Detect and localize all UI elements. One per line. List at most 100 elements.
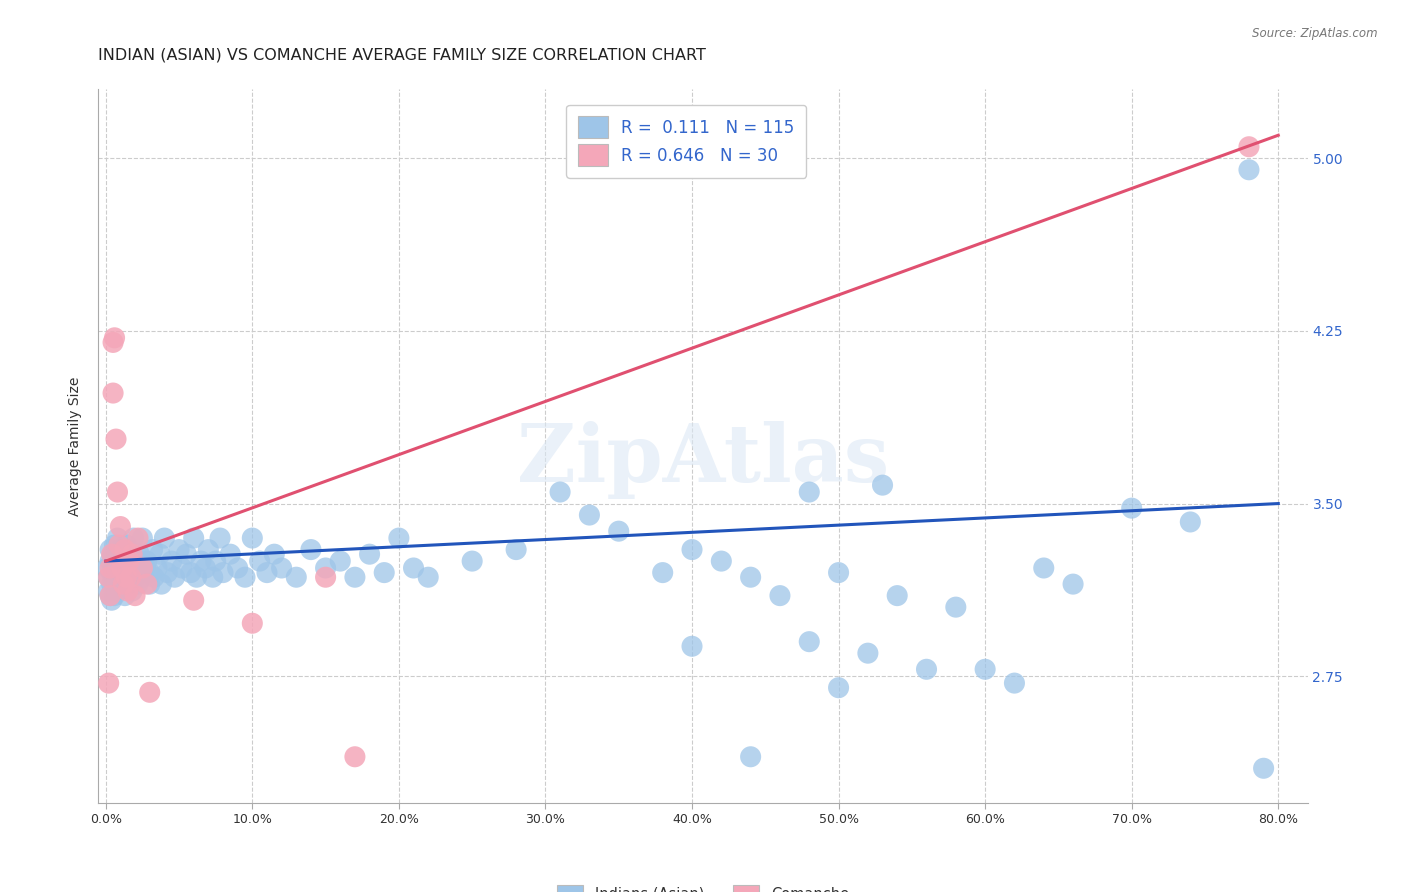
Point	[120, 570, 142, 584]
Point	[135, 554, 157, 568]
Point	[1032, 561, 1054, 575]
Point	[343, 749, 366, 764]
Point	[120, 570, 142, 584]
Point	[101, 386, 124, 401]
Point	[111, 554, 134, 568]
Point	[142, 542, 165, 557]
Point	[127, 531, 149, 545]
Point	[108, 538, 131, 552]
Point	[170, 561, 193, 575]
Point	[98, 589, 121, 603]
Point	[117, 554, 139, 568]
Point	[240, 531, 263, 545]
Point	[101, 335, 124, 350]
Point	[1062, 577, 1084, 591]
Point	[115, 538, 138, 552]
Point	[122, 531, 145, 545]
Point	[121, 584, 143, 599]
Point	[121, 547, 143, 561]
Point	[112, 577, 135, 591]
Point	[127, 577, 149, 591]
Point	[112, 577, 135, 591]
Point	[183, 593, 205, 607]
Point	[105, 554, 128, 568]
Point	[578, 508, 600, 522]
Point	[163, 570, 186, 584]
Point	[138, 685, 160, 699]
Point	[240, 616, 263, 631]
Point	[233, 570, 256, 584]
Point	[256, 566, 278, 580]
Text: INDIAN (ASIAN) VS COMANCHE AVERAGE FAMILY SIZE CORRELATION CHART: INDIAN (ASIAN) VS COMANCHE AVERAGE FAMIL…	[98, 47, 706, 62]
Point	[201, 570, 224, 584]
Point	[103, 331, 125, 345]
Point	[100, 593, 122, 607]
Point	[872, 478, 894, 492]
Point	[153, 531, 176, 545]
Point	[103, 589, 125, 603]
Point	[1004, 676, 1026, 690]
Point	[115, 570, 138, 584]
Point	[128, 547, 150, 561]
Point	[105, 432, 128, 446]
Y-axis label: Average Family Size: Average Family Size	[69, 376, 83, 516]
Point	[915, 662, 938, 676]
Point	[101, 561, 124, 575]
Point	[138, 577, 160, 591]
Legend: Indians (Asian), Comanche: Indians (Asian), Comanche	[547, 874, 859, 892]
Point	[114, 542, 136, 557]
Point	[103, 577, 125, 591]
Point	[856, 646, 879, 660]
Point	[827, 566, 849, 580]
Point	[107, 584, 129, 599]
Point	[98, 554, 121, 568]
Point	[107, 531, 129, 545]
Point	[505, 542, 527, 557]
Point	[183, 531, 205, 545]
Point	[143, 570, 166, 584]
Point	[315, 561, 337, 575]
Point	[134, 561, 156, 575]
Point	[118, 542, 141, 557]
Point	[263, 547, 285, 561]
Point	[769, 589, 792, 603]
Point	[138, 566, 160, 580]
Point	[1237, 162, 1260, 177]
Point	[118, 554, 141, 568]
Point	[121, 547, 143, 561]
Point	[150, 577, 173, 591]
Point	[96, 561, 118, 575]
Point	[160, 554, 183, 568]
Point	[100, 577, 122, 591]
Point	[97, 570, 120, 584]
Point	[204, 554, 226, 568]
Point	[98, 561, 121, 575]
Point	[114, 589, 136, 603]
Point	[681, 640, 703, 654]
Point	[270, 561, 292, 575]
Point	[124, 570, 146, 584]
Point	[124, 589, 146, 603]
Point	[105, 566, 128, 580]
Point	[299, 542, 322, 557]
Point	[131, 531, 153, 545]
Text: Source: ZipAtlas.com: Source: ZipAtlas.com	[1253, 27, 1378, 40]
Point	[156, 566, 179, 580]
Point	[101, 547, 124, 561]
Point	[945, 600, 967, 615]
Point	[101, 570, 124, 584]
Point	[118, 577, 141, 591]
Text: ZipAtlas: ZipAtlas	[517, 421, 889, 500]
Point	[219, 547, 242, 561]
Point	[209, 531, 232, 545]
Point	[114, 566, 136, 580]
Point	[190, 554, 212, 568]
Point	[111, 570, 134, 584]
Point	[97, 676, 120, 690]
Point	[226, 561, 249, 575]
Point	[651, 566, 673, 580]
Point	[112, 547, 135, 561]
Point	[886, 589, 908, 603]
Point	[974, 662, 997, 676]
Point	[740, 570, 762, 584]
